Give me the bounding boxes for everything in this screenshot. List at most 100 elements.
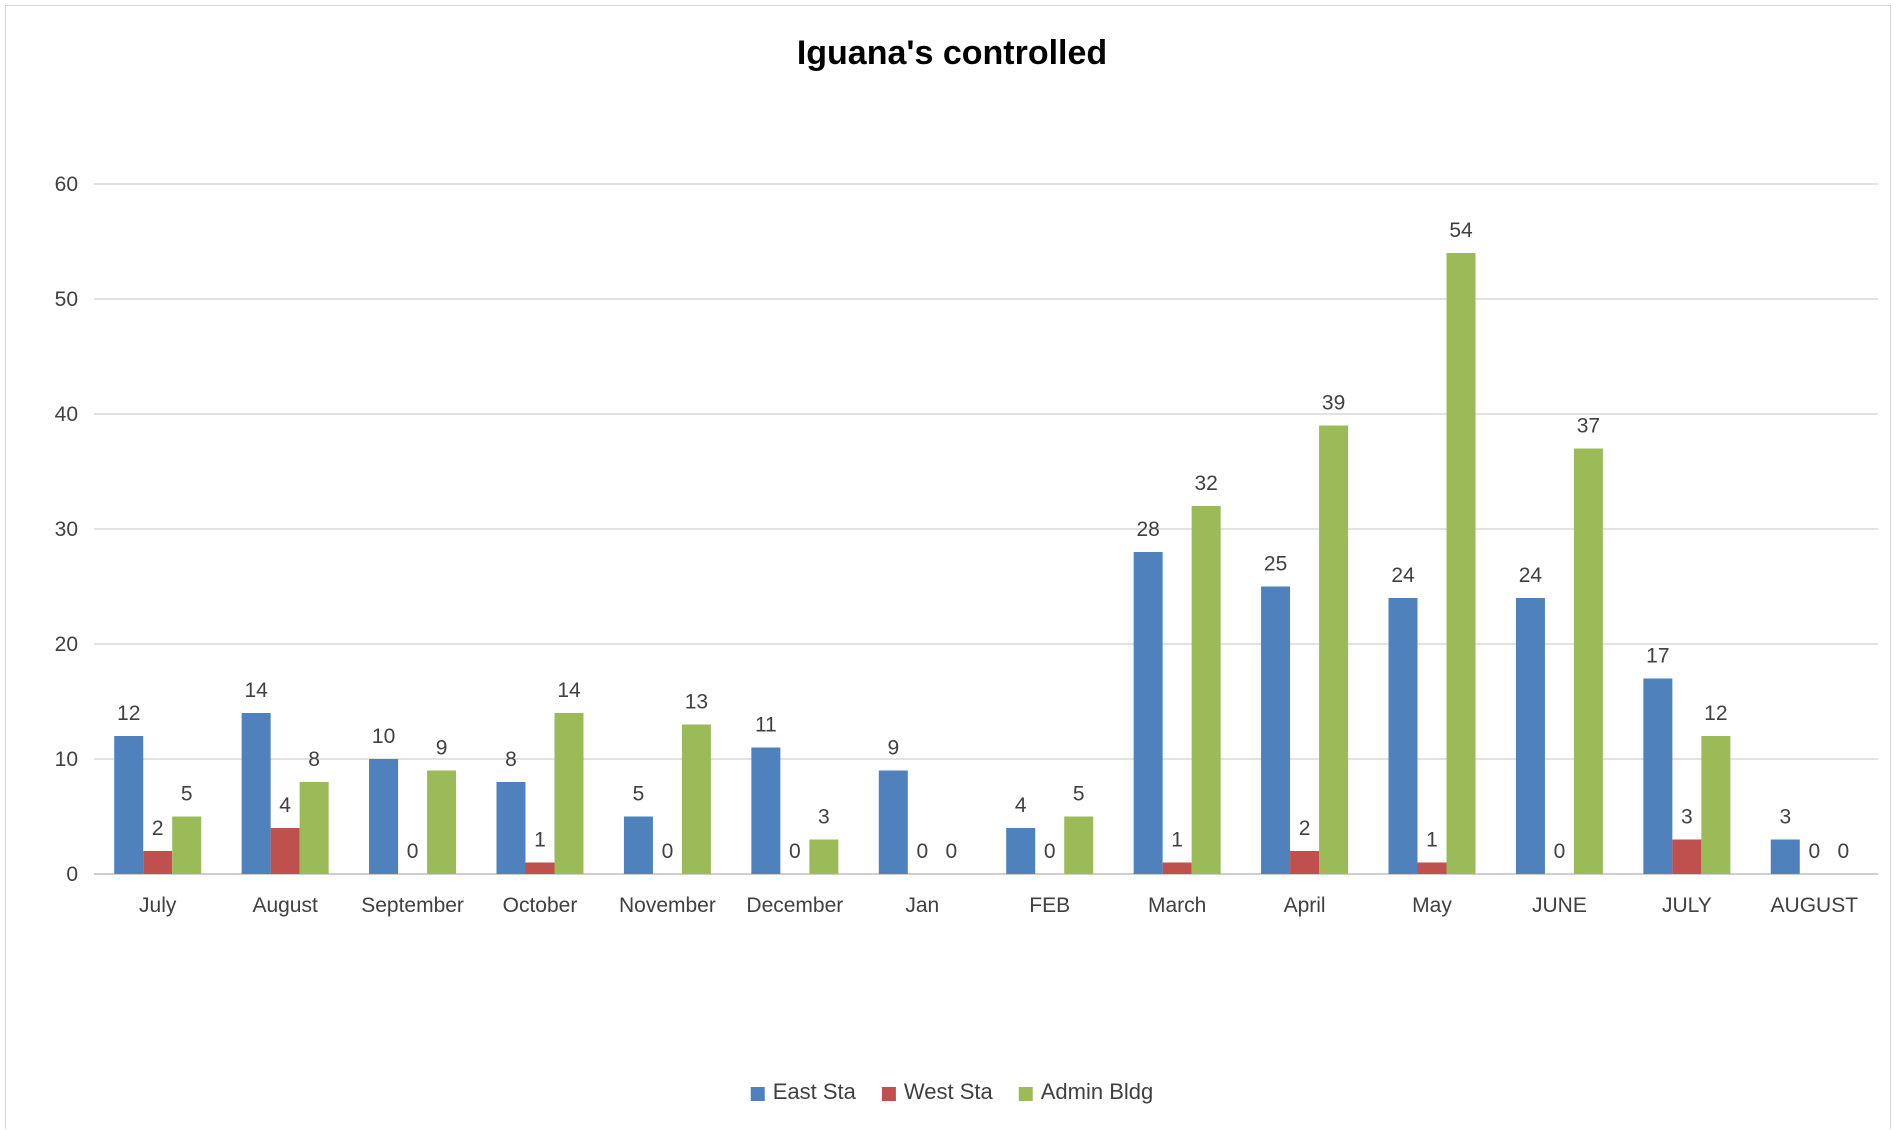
data-label: 1 (1426, 829, 1438, 852)
x-tick-label: August (252, 894, 318, 917)
data-label: 9 (887, 737, 899, 760)
y-tick-label: 60 (55, 173, 78, 196)
legend-swatch (1018, 1087, 1033, 1101)
data-label: 3 (1681, 806, 1693, 829)
data-label: 0 (916, 840, 928, 863)
bar (681, 724, 711, 874)
bar (369, 759, 399, 874)
bar (114, 736, 144, 874)
legend-label: East Sta (773, 1079, 857, 1104)
bar (496, 782, 526, 874)
bar (1261, 586, 1291, 874)
data-label: 32 (1194, 472, 1217, 495)
bar (241, 713, 271, 874)
data-label: 11 (755, 714, 777, 737)
bar (427, 770, 457, 874)
y-tick-label: 10 (55, 748, 78, 771)
chart-title: Iguana's controlled (797, 34, 1107, 72)
x-tick-label: April (1284, 894, 1326, 917)
bar (1770, 839, 1800, 874)
legend-swatch (750, 1087, 765, 1101)
bar (1643, 678, 1673, 874)
data-label: 4 (279, 794, 291, 817)
data-label: 14 (557, 679, 581, 702)
data-label: 0 (1044, 840, 1056, 863)
data-label: 39 (1322, 392, 1345, 415)
data-label: 1 (1171, 829, 1183, 852)
data-label: 9 (436, 737, 448, 760)
bar-layer (114, 253, 1800, 874)
bar (623, 816, 653, 874)
grid-layer (94, 183, 1878, 875)
legend-label: Admin Bldg (1041, 1079, 1154, 1104)
data-label: 0 (662, 840, 674, 863)
bar (1388, 598, 1418, 874)
data-label: 0 (789, 840, 801, 863)
x-tick-label: May (1412, 894, 1452, 917)
data-label: 8 (308, 748, 320, 771)
y-tick-label: 20 (55, 633, 78, 656)
legend-label: West Sta (904, 1079, 994, 1104)
x-tick-label: JULY (1662, 894, 1712, 917)
bar (554, 713, 584, 874)
bar (1162, 862, 1192, 874)
data-label: 13 (685, 691, 708, 714)
y-tick-label: 50 (55, 288, 78, 311)
bar (1417, 862, 1447, 874)
y-axis-ticks: 0 10 20 30 40 50 60 (55, 173, 78, 886)
data-label: 12 (117, 702, 140, 725)
bar (1006, 828, 1036, 874)
chart-frame: Iguana's controlled 0 10 20 30 40 50 60 12 2 5 14… (5, 5, 1891, 1129)
data-label: 37 (1577, 415, 1600, 438)
x-tick-label: FEB (1029, 894, 1070, 917)
data-label: 3 (818, 806, 830, 829)
bar (1290, 851, 1320, 874)
data-label: 28 (1136, 518, 1159, 541)
bar (809, 839, 839, 874)
data-label: 8 (505, 748, 517, 771)
data-label: 54 (1449, 219, 1473, 242)
data-label: 0 (1554, 840, 1566, 863)
data-label: 5 (633, 783, 645, 806)
y-tick-label: 30 (55, 518, 78, 541)
x-tick-label: JUNE (1532, 894, 1587, 917)
data-label: 10 (372, 725, 395, 748)
bar (525, 862, 555, 874)
bar (270, 828, 300, 874)
data-label: 0 (1808, 840, 1820, 863)
data-label: 3 (1779, 806, 1791, 829)
x-axis-ticks: July August September October November Decemb… (139, 894, 1858, 917)
x-tick-label: March (1148, 894, 1206, 917)
bar (1573, 448, 1603, 874)
legend: East Sta West Sta Admin Bldg (750, 1079, 1154, 1104)
data-label: 25 (1264, 553, 1287, 576)
data-label: 0 (407, 840, 419, 863)
bar (143, 851, 173, 874)
x-tick-label: September (361, 894, 464, 917)
bar (172, 816, 202, 874)
x-tick-label: AUGUST (1771, 894, 1859, 917)
data-label: 0 (945, 840, 957, 863)
x-tick-label: July (139, 894, 177, 917)
data-label: 5 (181, 783, 193, 806)
bar (299, 782, 329, 874)
data-label: 14 (244, 679, 268, 702)
legend-swatch (881, 1087, 896, 1101)
data-label: 17 (1646, 645, 1669, 668)
x-tick-label: November (619, 894, 716, 917)
bar (751, 747, 781, 874)
bar (1672, 839, 1702, 874)
data-label: 0 (1837, 840, 1849, 863)
data-label: 2 (152, 817, 164, 840)
x-tick-label: December (746, 894, 843, 917)
data-label: 5 (1073, 783, 1085, 806)
bar (1133, 552, 1163, 874)
data-label: 12 (1704, 702, 1727, 725)
bar (1701, 736, 1731, 874)
data-label: 24 (1519, 564, 1543, 587)
bar (1064, 816, 1094, 874)
x-tick-label: October (503, 894, 578, 917)
y-tick-label: 40 (55, 403, 78, 426)
